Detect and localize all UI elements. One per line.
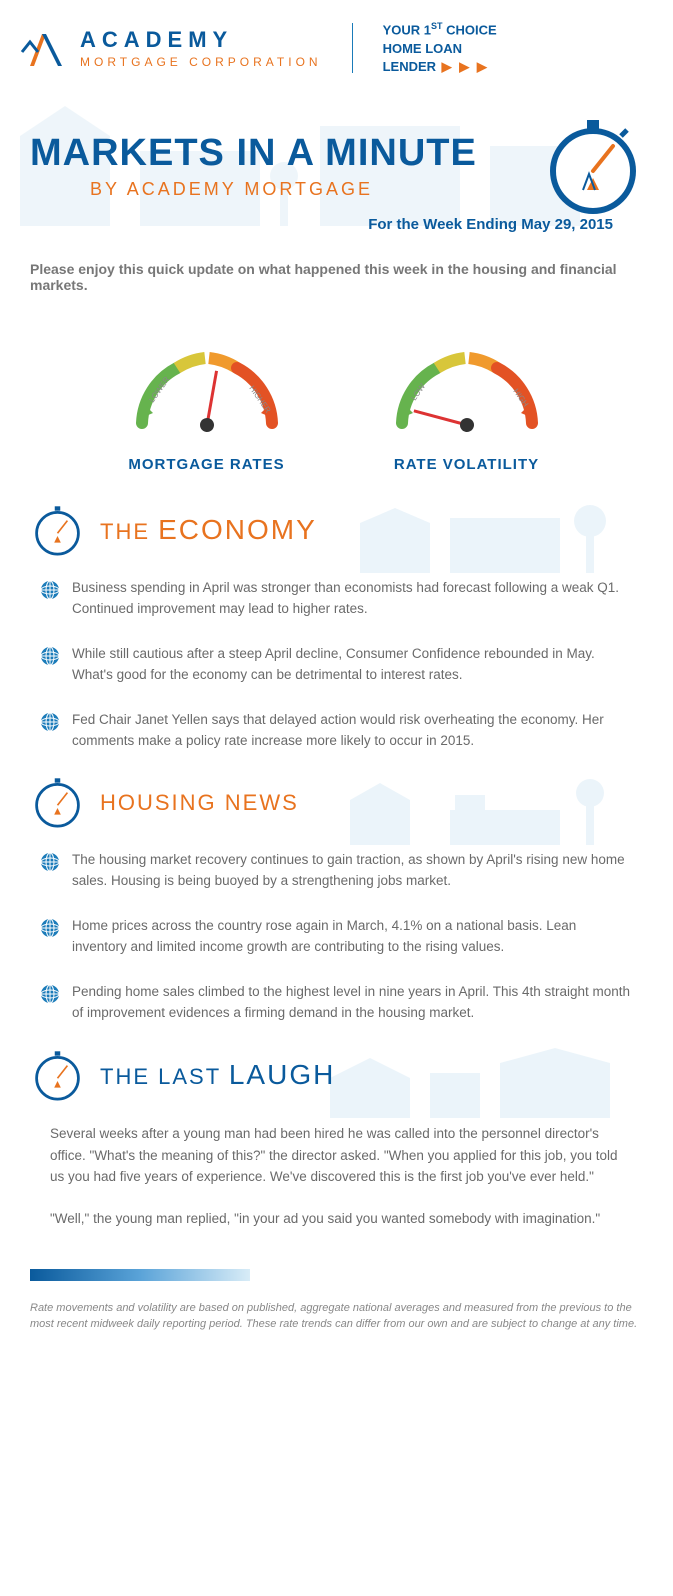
stopwatch-icon [30, 775, 85, 830]
gauge-mortgage: LOWER HIGHER MORTGAGE RATES [117, 333, 297, 473]
bullet-row: Business spending in April was stronger … [30, 568, 643, 634]
laugh-title: THE LAST LAUGH [100, 1059, 335, 1091]
tagline-l2: HOME LOAN [383, 40, 497, 58]
brand-sub: MORTGAGE CORPORATION [80, 55, 322, 69]
bullet-row: Pending home sales climbed to the highes… [30, 972, 643, 1038]
tagline-sup: ST [431, 21, 443, 31]
globe-icon [40, 852, 60, 877]
tagline-l3: LENDER [383, 59, 436, 74]
gauge-mortgage-icon: LOWER HIGHER [117, 333, 297, 443]
economy-title-pre: THE [100, 519, 158, 544]
hero: MARKETS IN A MINUTE BY ACADEMY MORTGAGE … [0, 86, 673, 251]
divider [352, 23, 353, 73]
tagline-l1b: CHOICE [443, 22, 497, 37]
laugh-title-pre: THE LAST [100, 1064, 229, 1089]
bullet-row: The housing market recovery continues to… [30, 840, 643, 906]
economy-title-main: ECONOMY [158, 514, 317, 545]
gauge-mortgage-label: MORTGAGE RATES [117, 456, 297, 473]
globe-icon [40, 712, 60, 737]
gauges: LOWER HIGHER MORTGAGE RATES LOW HIGH RAT… [0, 313, 673, 503]
gauge-volatility-label: RATE VOLATILITY [377, 456, 557, 473]
bullet-row: Home prices across the country rose agai… [30, 906, 643, 972]
disclaimer: Rate movements and volatility are based … [0, 1291, 673, 1362]
economy-bullets: Business spending in April was stronger … [30, 568, 643, 766]
hero-title: MARKETS IN A MINUTE [30, 132, 477, 175]
gauge-volatility: LOW HIGH RATE VOLATILITY [377, 333, 557, 473]
footer-bar [30, 1269, 250, 1281]
globe-icon [40, 918, 60, 943]
bullet-text: Home prices across the country rose agai… [72, 916, 633, 958]
globe-icon [40, 580, 60, 605]
section-economy: THE ECONOMY Business spending in April w… [0, 503, 673, 776]
section-housing: HOUSING NEWS The housing market recovery… [0, 775, 673, 1048]
stopwatch-icon [30, 503, 85, 558]
economy-title: THE ECONOMY [100, 514, 317, 546]
section-laugh: THE LAST LAUGH Several weeks after a you… [0, 1048, 673, 1249]
laugh-title-main: LAUGH [229, 1059, 335, 1090]
week-ending: For the Week Ending May 29, 2015 [30, 216, 643, 241]
bullet-text: The housing market recovery continues to… [72, 850, 633, 892]
stopwatch-icon [543, 116, 643, 216]
stopwatch-icon [30, 1048, 85, 1103]
housing-title-pre: HOUSING [100, 790, 225, 815]
brand-name: ACADEMY [80, 27, 322, 53]
intro-text: Please enjoy this quick update on what h… [0, 251, 673, 313]
tagline-l1a: YOUR 1 [383, 22, 431, 37]
bullet-text: Business spending in April was stronger … [72, 578, 633, 620]
bullet-row: Fed Chair Janet Yellen says that delayed… [30, 700, 643, 766]
logo-mark-icon [20, 28, 68, 68]
logo: ACADEMY MORTGAGE CORPORATION [20, 27, 322, 69]
bullet-row: While still cautious after a steep April… [30, 634, 643, 700]
globe-icon [40, 646, 60, 671]
tagline-arrows-icon: ▶ ▶ ▶ [436, 59, 489, 74]
gauge-volatility-icon: LOW HIGH [377, 333, 557, 443]
globe-icon [40, 984, 60, 1009]
bullet-text: Fed Chair Janet Yellen says that delayed… [72, 710, 633, 752]
tagline: YOUR 1ST CHOICE HOME LOAN LENDER ▶ ▶ ▶ [383, 20, 497, 76]
housing-title-main: NEWS [225, 790, 299, 815]
laugh-p1: Several weeks after a young man had been… [30, 1113, 643, 1198]
housing-bullets: The housing market recovery continues to… [30, 840, 643, 1038]
bullet-text: While still cautious after a steep April… [72, 644, 633, 686]
laugh-p2: "Well," the young man replied, "in your … [30, 1198, 643, 1240]
header: ACADEMY MORTGAGE CORPORATION YOUR 1ST CH… [0, 0, 673, 86]
housing-title: HOUSING NEWS [100, 790, 299, 816]
bullet-text: Pending home sales climbed to the highes… [72, 982, 633, 1024]
hero-subtitle: BY ACADEMY MORTGAGE [90, 179, 477, 200]
